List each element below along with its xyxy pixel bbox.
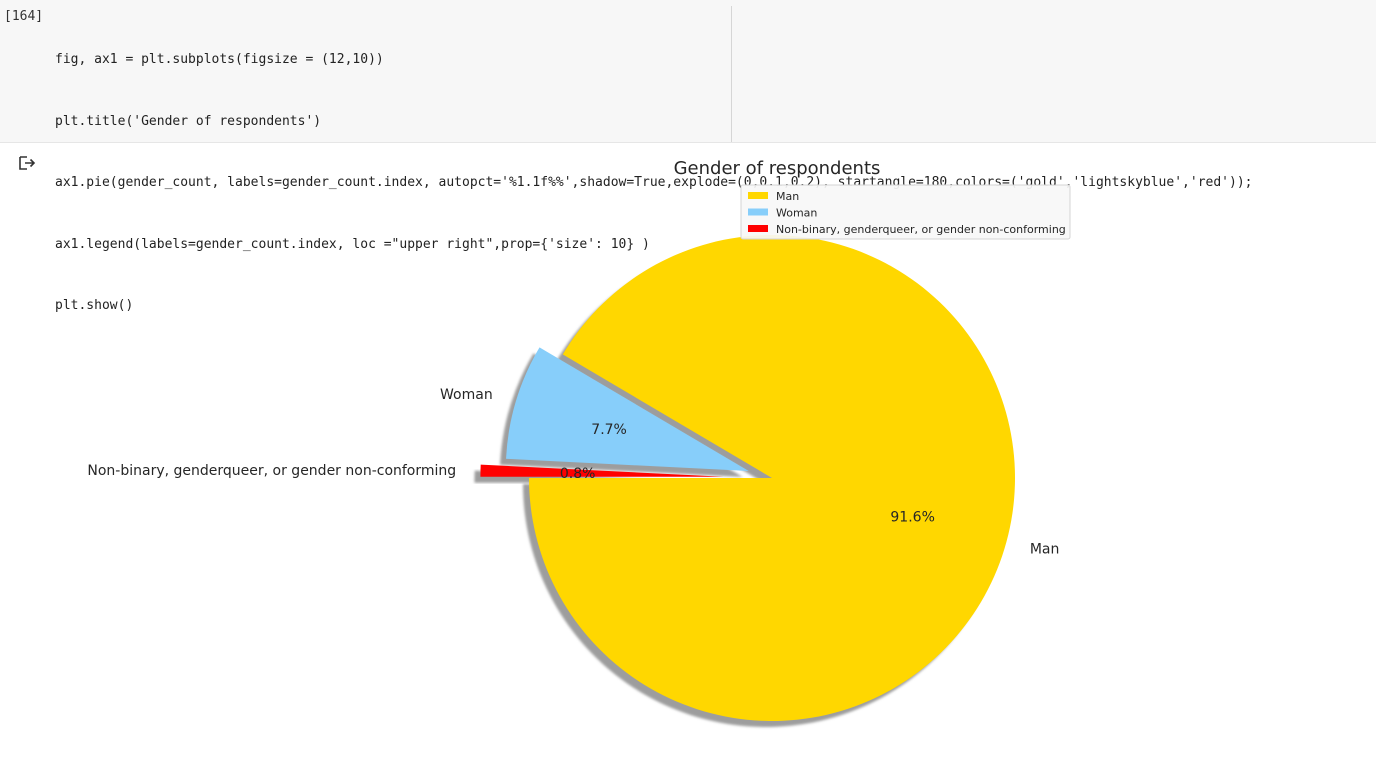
code-cell[interactable]: [164] fig, ax1 = plt.subplots(figsize = … [0,0,1376,313]
legend-swatch [748,225,768,232]
chart-legend: Man Woman Non-binary, genderqueer, or gend… [740,184,1071,240]
pie-chart: Man Woman Non-binary, genderqueer, or gend… [87,158,1071,727]
chart-title: Gender of respondents [674,158,881,179]
execution-count: [164] [4,9,44,24]
slice-label: Non-binary, genderqueer, or gender non-c… [87,463,456,479]
legend-swatch [748,192,768,199]
legend-label: Non-binary, genderqueer, or gender non-c… [776,223,1066,236]
line-length-ruler [731,6,732,142]
code-line: plt.show() [55,298,134,313]
slice-label: Man [1030,541,1060,557]
legend-swatch [748,208,768,216]
code-line: plt.title('Gender of respondents') [55,113,322,129]
code-line: fig, ax1 = plt.subplots(figsize = (12,10… [55,52,384,67]
code-editor[interactable]: fig, ax1 = plt.subplots(figsize = (12,10… [55,9,1252,358]
slice-percent-label: 0.8% [560,466,596,482]
slice-percent-label: 7.7% [591,422,627,438]
legend-label: Man [776,190,799,203]
code-line: ax1.legend(labels=gender_count.index, lo… [55,236,650,252]
pie-slice-non-binary [480,464,724,477]
legend-label: Woman [776,207,817,220]
code-line: ax1.pie(gender_count, labels=gender_coun… [55,175,1253,190]
slice-percent-label: 91.6% [890,509,934,525]
output-arrow-icon[interactable] [17,154,37,174]
pie-slice-man [529,235,1015,721]
legend-frame [740,184,1071,240]
pie-slice-woman [506,347,749,472]
slice-label: Woman [440,387,493,403]
